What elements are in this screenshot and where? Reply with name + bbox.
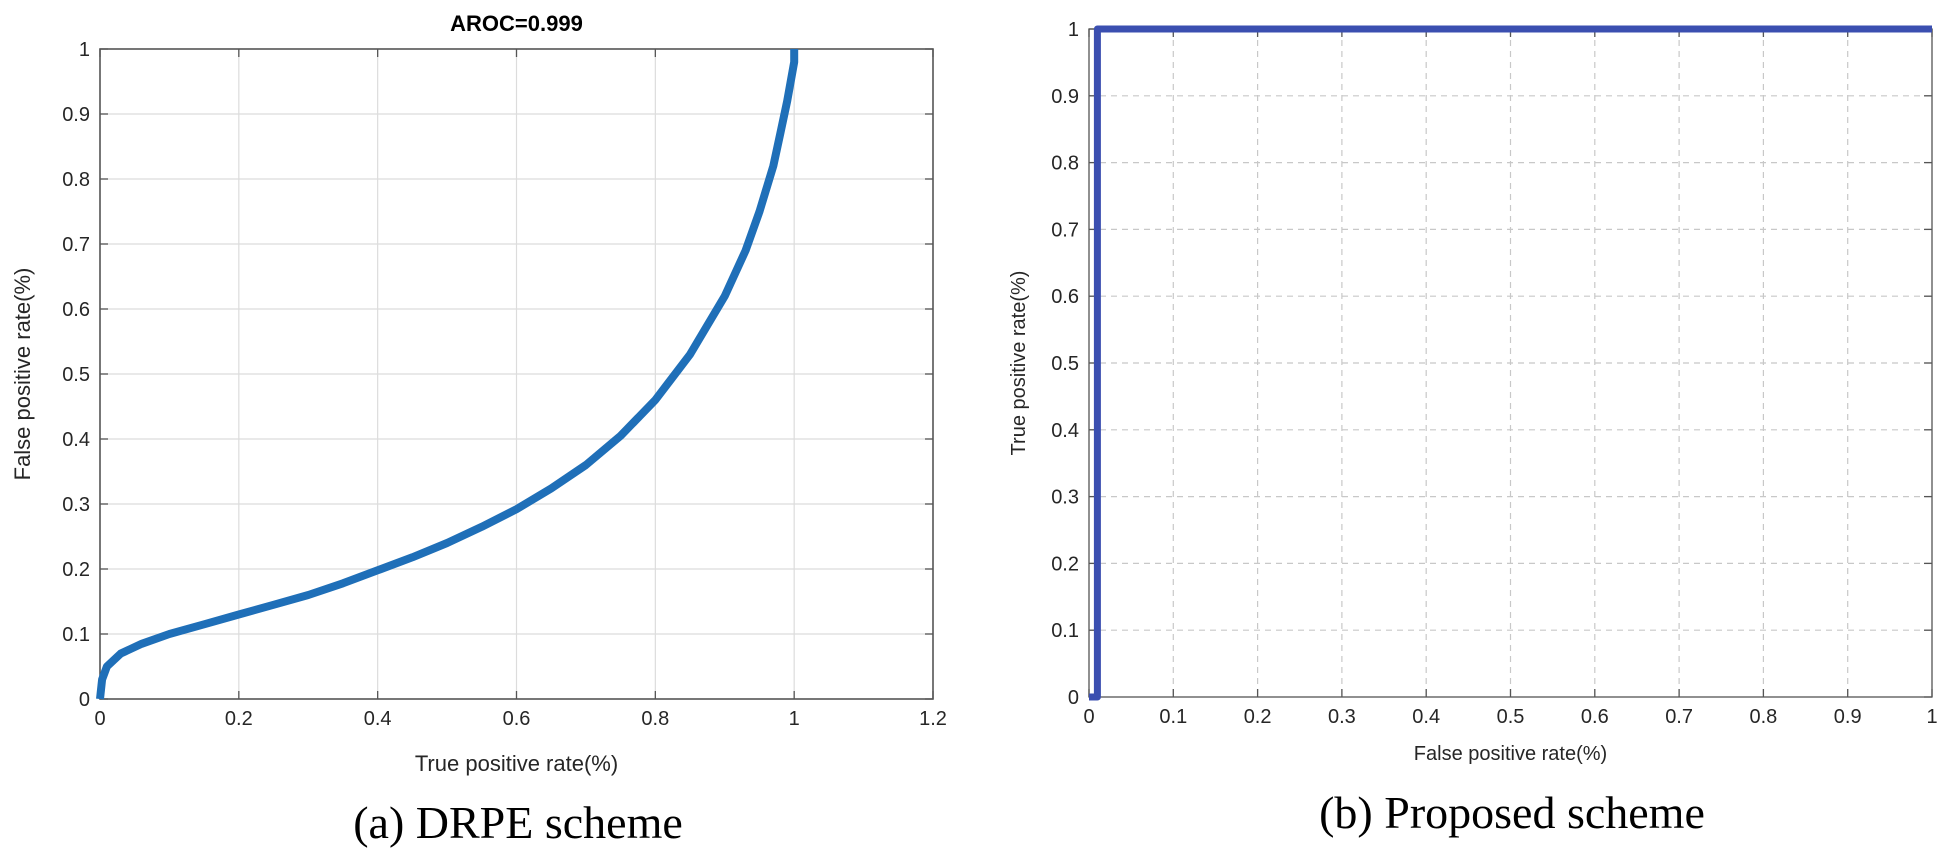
y-tick-label: 1	[79, 39, 90, 61]
x-tick-label: 0.6	[1581, 706, 1609, 728]
y-tick-label: 0.9	[1051, 86, 1079, 108]
x-axis-label: True positive rate(%)	[415, 751, 618, 776]
y-tick-label: 0.6	[1051, 286, 1079, 308]
y-tick-label: 0.9	[62, 104, 90, 126]
roc-curve	[96, 49, 799, 700]
y-axis-label: False positive rate(%)	[10, 268, 35, 481]
figure-caption: (b) Proposed scheme	[1319, 787, 1705, 838]
x-tick-label: 0.7	[1665, 706, 1693, 728]
roc-curve	[1089, 25, 1932, 701]
x-tick-label: 0.8	[1749, 706, 1777, 728]
x-tick-label: 0	[94, 708, 105, 730]
y-tick-label: 0.2	[1051, 553, 1079, 575]
x-tick-label: 0	[1083, 706, 1094, 728]
chart-title: AROC=0.999	[450, 11, 583, 36]
y-tick-label: 0.7	[62, 234, 90, 256]
y-tick-label: 0	[79, 689, 90, 711]
y-axis-label: True positive rate(%)	[1008, 271, 1030, 456]
x-tick-label: 0.8	[641, 708, 669, 730]
y-tick-label: 0.8	[1051, 153, 1079, 175]
y-tick-label: 0.3	[62, 494, 90, 516]
chart-a-drpe: 0 0.2 0.4 0.6 0.8 1 1.2 0 0.1 0.2 0.3 0.4 0.5 0.6 0.7 0…	[10, 11, 947, 848]
y-tick-label: 0.1	[62, 624, 90, 646]
x-tick-label: 0.9	[1834, 706, 1862, 728]
x-tick-label: 0.2	[1244, 706, 1272, 728]
figure-caption: (a) DRPE scheme	[353, 797, 683, 848]
x-tick-label: 0.6	[503, 708, 531, 730]
y-tick-label: 0.1	[1051, 620, 1079, 642]
x-tick-label: 0.5	[1497, 706, 1525, 728]
y-tick-label: 0.8	[62, 169, 90, 191]
y-tick-label: 0.5	[62, 364, 90, 386]
y-tick-label: 0.4	[62, 429, 90, 451]
x-axis-label: False positive rate(%)	[1414, 743, 1607, 765]
x-tick-label: 1.2	[919, 708, 947, 730]
x-tick-label: 1	[1926, 706, 1937, 728]
y-tick-label: 0	[1068, 687, 1079, 709]
x-tick-label: 0.3	[1328, 706, 1356, 728]
y-tick-label: 0.5	[1051, 353, 1079, 375]
x-tick-label: 0.4	[364, 708, 392, 730]
y-tick-label: 0.2	[62, 559, 90, 581]
y-tick-label: 0.6	[62, 299, 90, 321]
y-tick-label: 0.4	[1051, 420, 1079, 442]
chart-b-proposed: 0 0.1 0.2 0.3 0.4 0.5 0.6 0.7 0.8 0.9 1 0 0.1 0.2 0.3 0…	[1008, 19, 1938, 838]
x-tick-label: 0.1	[1159, 706, 1187, 728]
x-tick-label: 0.2	[225, 708, 253, 730]
x-tick-label: 1	[789, 708, 800, 730]
y-tick-label: 0.7	[1051, 219, 1079, 241]
y-tick-label: 0.3	[1051, 487, 1079, 509]
y-tick-label: 1	[1068, 19, 1079, 41]
x-tick-label: 0.4	[1412, 706, 1440, 728]
